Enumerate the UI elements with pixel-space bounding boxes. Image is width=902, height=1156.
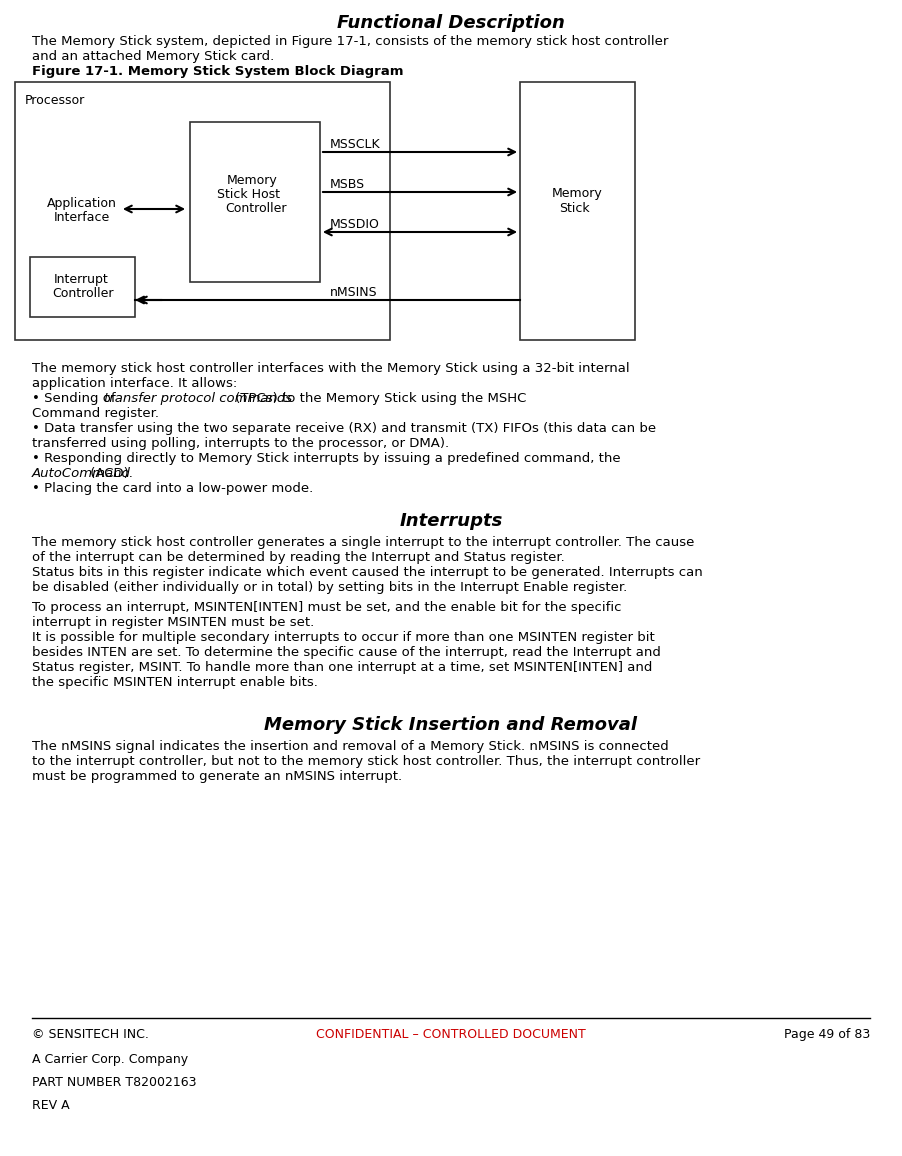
Text: Processor: Processor [25,94,86,108]
Text: To process an interrupt, MSINTEN[INTEN] must be set, and the enable bit for the : To process an interrupt, MSINTEN[INTEN] … [32,601,621,614]
Text: Page 49 of 83: Page 49 of 83 [784,1028,870,1042]
Text: • Responding directly to Memory Stick interrupts by issuing a predefined command: • Responding directly to Memory Stick in… [32,452,621,465]
Text: to the interrupt controller, but not to the memory stick host controller. Thus, : to the interrupt controller, but not to … [32,755,700,768]
Text: Interrupts: Interrupts [400,512,502,529]
Bar [15,82,390,340]
Text: of the interrupt can be determined by reading the Interrupt and Status register.: of the interrupt can be determined by re… [32,551,565,564]
Text: MSBS: MSBS [330,178,365,191]
Text: A Carrier Corp. Company: A Carrier Corp. Company [32,1053,189,1066]
Text: The nMSINS signal indicates the insertion and removal of a Memory Stick. nMSINS : The nMSINS signal indicates the insertio… [32,740,668,753]
Text: PART NUMBER T82002163: PART NUMBER T82002163 [32,1076,197,1089]
Text: • Placing the card into a low-power mode.: • Placing the card into a low-power mode… [32,482,313,495]
Text: and an attached Memory Stick card.: and an attached Memory Stick card. [32,50,274,62]
Text: Controller: Controller [52,287,114,301]
Text: Stick Host: Stick Host [217,188,280,201]
Text: REV A: REV A [32,1099,69,1112]
Text: Figure 17-1. Memory Stick System Block Diagram: Figure 17-1. Memory Stick System Block D… [32,65,403,77]
Text: interrupt in register MSINTEN must be set.: interrupt in register MSINTEN must be se… [32,616,314,629]
Text: Stick: Stick [559,202,590,215]
Bar [30,257,135,317]
Text: Memory Stick Insertion and Removal: Memory Stick Insertion and Removal [264,716,638,734]
Text: must be programmed to generate an nMSINS interrupt.: must be programmed to generate an nMSINS… [32,770,402,783]
Text: Interface: Interface [54,212,110,224]
Text: It is possible for multiple secondary interrupts to occur if more than one MSINT: It is possible for multiple secondary in… [32,631,655,644]
Text: Application: Application [47,197,117,210]
Text: AutoCommand: AutoCommand [32,467,131,480]
Bar [190,123,320,282]
Text: The memory stick host controller generates a single interrupt to the interrupt c: The memory stick host controller generat… [32,536,695,549]
Text: transfer protocol commands: transfer protocol commands [104,392,292,405]
Text: Status register, MSINT. To handle more than one interrupt at a time, set MSINTEN: Status register, MSINT. To handle more t… [32,661,652,674]
Text: the specific MSINTEN interrupt enable bits.: the specific MSINTEN interrupt enable bi… [32,676,318,689]
Text: application interface. It allows:: application interface. It allows: [32,377,237,390]
Text: MSSCLK: MSSCLK [330,138,381,151]
Text: nMSINS: nMSINS [330,286,378,299]
Text: be disabled (either individually or in total) by setting bits in the Interrupt E: be disabled (either individually or in t… [32,581,627,594]
Text: (ACD).: (ACD). [86,467,133,480]
Text: Controller: Controller [225,202,287,215]
Text: CONFIDENTIAL – CONTROLLED DOCUMENT: CONFIDENTIAL – CONTROLLED DOCUMENT [316,1028,586,1042]
Text: © SENSITECH INC.: © SENSITECH INC. [32,1028,149,1042]
Text: transferred using polling, interrupts to the processor, or DMA).: transferred using polling, interrupts to… [32,437,449,450]
Text: MSSDIO: MSSDIO [330,218,380,231]
Text: Interrupt: Interrupt [54,273,109,286]
Bar [520,82,635,340]
Text: Memory: Memory [552,187,603,200]
Text: The memory stick host controller interfaces with the Memory Stick using a 32-bit: The memory stick host controller interfa… [32,362,630,375]
Text: Command register.: Command register. [32,407,159,420]
Text: besides INTEN are set. To determine the specific cause of the interrupt, read th: besides INTEN are set. To determine the … [32,646,661,659]
Text: Memory: Memory [227,175,278,187]
Text: (TPCs) to the Memory Stick using the MSHC: (TPCs) to the Memory Stick using the MSH… [231,392,527,405]
Text: The Memory Stick system, depicted in Figure 17-1, consists of the memory stick h: The Memory Stick system, depicted in Fig… [32,35,668,49]
Text: Functional Description: Functional Description [337,14,565,32]
Text: • Sending of: • Sending of [32,392,120,405]
Text: Status bits in this register indicate which event caused the interrupt to be gen: Status bits in this register indicate wh… [32,566,703,579]
Text: • Data transfer using the two separate receive (RX) and transmit (TX) FIFOs (thi: • Data transfer using the two separate r… [32,422,656,435]
